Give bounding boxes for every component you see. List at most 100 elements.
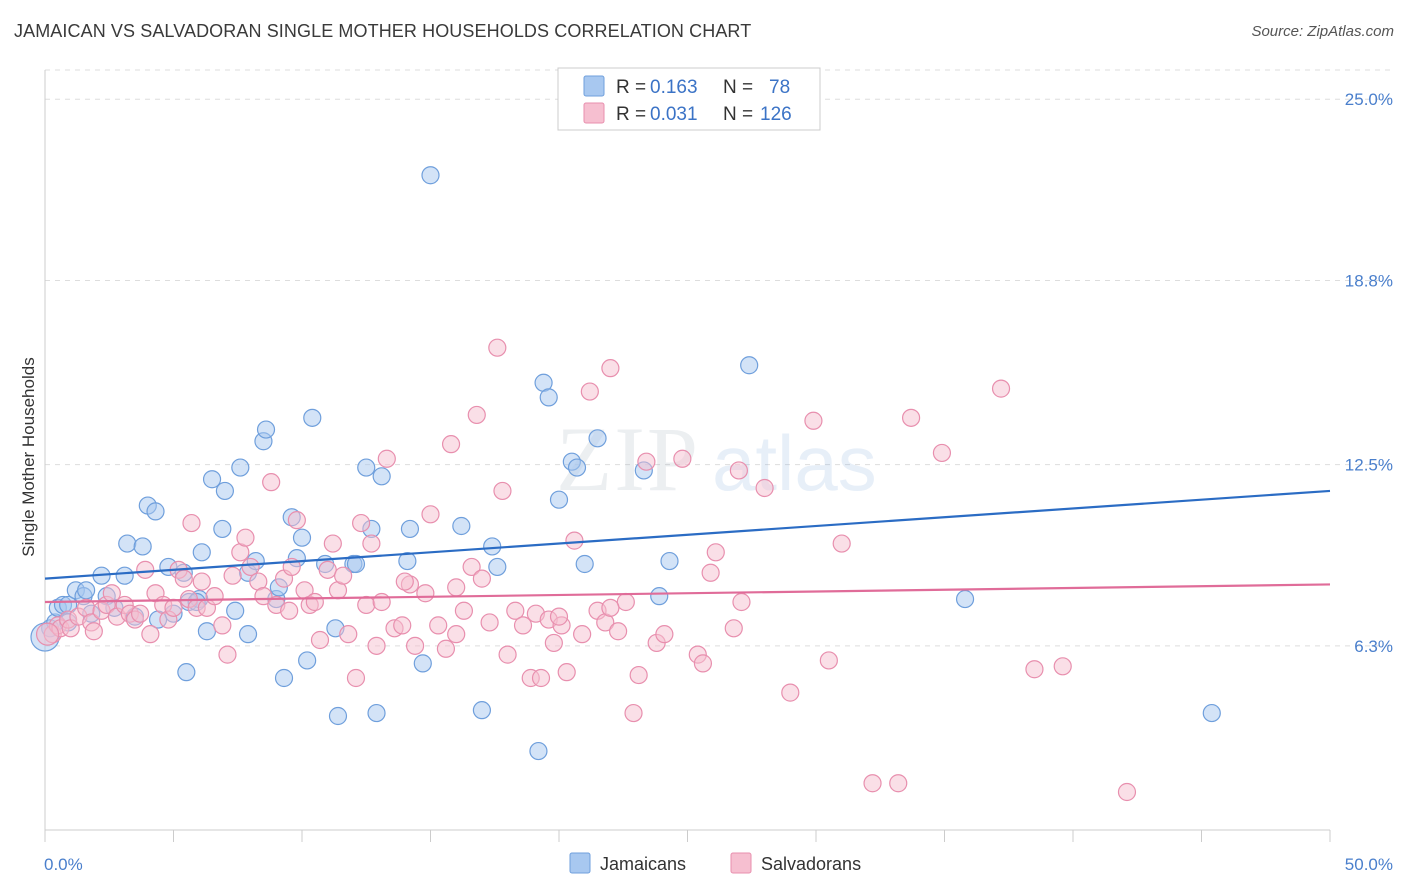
salvadoran-point-8 bbox=[84, 622, 103, 641]
salvadoran-point-33 bbox=[223, 566, 242, 585]
jamaican-trend-line bbox=[44, 489, 1331, 580]
salvadoran-point-46 bbox=[305, 592, 324, 612]
y-tick-label-2: 18.8% bbox=[1345, 271, 1393, 290]
salvadoran-point-74 bbox=[480, 613, 499, 632]
jamaican-point-32 bbox=[256, 420, 276, 439]
jamaican-point-46 bbox=[367, 703, 386, 723]
salvadoran-point-108 bbox=[804, 411, 823, 430]
source-label: Source: ZipAtlas.com bbox=[1251, 23, 1394, 40]
salvadoran-point-94 bbox=[616, 592, 635, 612]
salvadoran-point-68 bbox=[441, 435, 461, 454]
jamaican-point-68 bbox=[955, 589, 975, 609]
jamaican-point-11 bbox=[118, 534, 137, 553]
jamaican-point-59 bbox=[549, 490, 569, 509]
salvadoran-point-115 bbox=[991, 379, 1011, 398]
salvadoran-point-32 bbox=[218, 645, 237, 664]
y-tick-label-0: 6.3% bbox=[1354, 637, 1393, 656]
jamaican-point-44 bbox=[357, 458, 376, 477]
jamaican-point-67 bbox=[740, 356, 759, 375]
jamaican-point-34 bbox=[274, 668, 294, 688]
salvadoran-point-78 bbox=[506, 601, 525, 620]
salvadoran-point-65 bbox=[421, 505, 440, 524]
salvadoran-point-120 bbox=[549, 607, 569, 626]
jamaican-point-49 bbox=[400, 519, 420, 539]
salvadoran-point-111 bbox=[863, 774, 882, 793]
jamaican-point-65 bbox=[650, 587, 669, 606]
salvadoran-point-84 bbox=[544, 633, 563, 653]
stats-legend-r-value-2: 0.031 bbox=[650, 104, 698, 125]
y-tick-label-1: 12.5% bbox=[1345, 456, 1393, 475]
jamaican-point-53 bbox=[472, 701, 491, 720]
jamaican-point-10 bbox=[115, 566, 134, 585]
jamaican-point-25 bbox=[215, 481, 234, 501]
salvadoran-point-110 bbox=[832, 534, 851, 553]
salvadoran-point-63 bbox=[405, 636, 425, 655]
salvadoran-point-92 bbox=[601, 359, 620, 378]
salvadoran-point-35 bbox=[236, 528, 255, 547]
salvadoran-point-117 bbox=[1053, 657, 1072, 676]
salvadoran-point-76 bbox=[493, 481, 512, 501]
salvadoran-point-56 bbox=[362, 534, 381, 553]
jamaican-point-76 bbox=[346, 554, 366, 574]
salvadoran-point-107 bbox=[781, 683, 800, 702]
salvadoran-point-104 bbox=[724, 619, 743, 638]
salvadoran-point-72 bbox=[467, 405, 486, 425]
trend-lines bbox=[44, 489, 1331, 604]
y-tick-labels: 6.3% 12.5% 18.8% 25.0% bbox=[1345, 90, 1393, 656]
axes bbox=[44, 70, 1331, 842]
jamaican-point-69 bbox=[1202, 703, 1221, 723]
salvadoran-point-77 bbox=[498, 645, 517, 664]
salvadoran-point-103 bbox=[706, 543, 725, 562]
salvadoran-point-51 bbox=[334, 566, 353, 585]
salvadoran-point-30 bbox=[205, 587, 224, 606]
legend-label-salvadorans: Salvadorans bbox=[761, 854, 861, 874]
salvadoran-point-87 bbox=[565, 531, 584, 550]
salvadoran-point-99 bbox=[655, 625, 674, 644]
jamaican-point-38 bbox=[298, 651, 317, 670]
stats-legend-n-label-1: N = bbox=[723, 77, 753, 98]
salvadoran-point-66 bbox=[429, 616, 448, 635]
jamaican-point-58 bbox=[539, 388, 558, 407]
jamaican-point-7 bbox=[77, 581, 96, 600]
legend-swatch-salvadorans bbox=[730, 852, 752, 874]
jamaican-point-63 bbox=[588, 429, 607, 448]
salvadoran-point-71 bbox=[462, 557, 481, 577]
stats-legend-r-value-1: 0.163 bbox=[650, 77, 698, 98]
jamaican-point-39 bbox=[303, 408, 322, 427]
salvadoran-point-86 bbox=[557, 663, 576, 682]
jamaican-point-23 bbox=[202, 470, 222, 489]
jamaican-point-54 bbox=[483, 537, 502, 556]
jamaican-point-61 bbox=[567, 458, 587, 477]
stats-legend-r-label-1: R = bbox=[616, 77, 646, 98]
watermark: ZIP atlas bbox=[556, 408, 877, 510]
jamaican-point-37 bbox=[292, 528, 312, 547]
jamaican-point-51 bbox=[421, 166, 440, 185]
chart-title: JAMAICAN VS SALVADORAN SINGLE MOTHER HOU… bbox=[14, 21, 752, 41]
salvadoran-point-57 bbox=[367, 636, 386, 655]
salvadoran-point-22 bbox=[164, 598, 183, 617]
salvadoran-point-70 bbox=[454, 601, 474, 620]
salvadoran-point-47 bbox=[310, 630, 330, 650]
jamaican-point-66 bbox=[660, 551, 679, 571]
legend-label-jamaicans: Jamaicans bbox=[600, 854, 686, 874]
salvadoran-point-54 bbox=[352, 513, 371, 533]
salvadoran-point-17 bbox=[136, 560, 155, 579]
jamaican-point-50 bbox=[413, 654, 432, 673]
salvadoran-point-48 bbox=[318, 560, 337, 579]
legend-swatch-jamaicans bbox=[569, 852, 591, 874]
salvadoran-point-61 bbox=[393, 616, 412, 635]
salvadoran-point-55 bbox=[357, 595, 376, 615]
jamaican-point-56 bbox=[529, 741, 548, 761]
jamaican-point-24 bbox=[213, 519, 232, 539]
salvadoran-point-24 bbox=[174, 569, 193, 588]
salvadoran-point-116 bbox=[1025, 660, 1044, 679]
salvadoran-point-26 bbox=[182, 513, 201, 533]
salvadoran-point-88 bbox=[573, 625, 592, 644]
stats-legend-swatch-jamaicans bbox=[583, 75, 605, 97]
salvadoran-point-93 bbox=[609, 622, 628, 641]
salvadoran-point-121 bbox=[601, 598, 620, 617]
salvadorans-points bbox=[35, 338, 1137, 802]
jamaican-point-18 bbox=[177, 663, 196, 682]
salvadoran-point-58 bbox=[372, 592, 391, 612]
y-tick-label-3: 25.0% bbox=[1345, 90, 1393, 109]
